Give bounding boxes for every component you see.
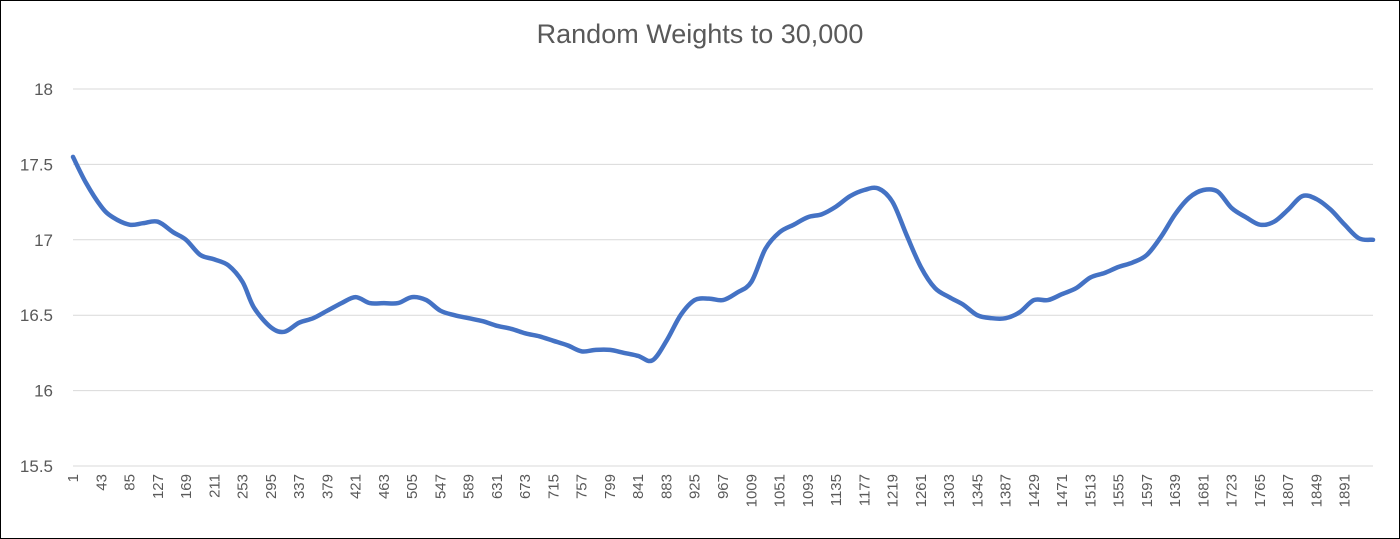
x-tick-label: 127 xyxy=(150,474,167,499)
x-tick-label: 211 xyxy=(206,474,223,498)
x-tick-label: 1513 xyxy=(1082,474,1099,507)
x-tick-label: 1849 xyxy=(1308,474,1325,507)
x-axis-ticks: 1 43 85 127 169 211 253 295 337 379 421 463 505 547 58… xyxy=(65,474,1354,507)
x-tick-label: 379 xyxy=(319,474,336,499)
y-tick-label: 16 xyxy=(34,382,53,401)
y-tick-label: 17.5 xyxy=(20,155,53,174)
x-tick-label: 757 xyxy=(574,474,591,499)
x-tick-label: 589 xyxy=(461,474,478,499)
chart-title: Random Weights to 30,000 xyxy=(536,19,864,49)
x-tick-label: 1639 xyxy=(1167,474,1184,507)
series-line xyxy=(70,154,1376,364)
y-tick-label: 17 xyxy=(34,231,53,250)
x-tick-label: 295 xyxy=(263,474,280,499)
x-tick-label: 925 xyxy=(687,474,704,499)
x-tick-label: 1093 xyxy=(800,474,817,507)
x-tick-label: 1681 xyxy=(1195,474,1212,507)
x-tick-label: 1723 xyxy=(1224,474,1241,507)
x-tick-label: 253 xyxy=(235,474,252,499)
x-tick-label: 1765 xyxy=(1252,474,1269,507)
x-tick-label: 505 xyxy=(404,474,421,499)
x-tick-label: 799 xyxy=(602,474,619,499)
x-tick-label: 1891 xyxy=(1337,474,1354,507)
x-tick-label: 883 xyxy=(658,474,675,499)
x-tick-label: 1009 xyxy=(743,474,760,507)
x-tick-label: 715 xyxy=(545,474,562,499)
x-tick-label: 1429 xyxy=(1026,474,1043,507)
x-tick-label: 85 xyxy=(122,474,139,491)
x-tick-label: 1555 xyxy=(1111,474,1128,507)
x-tick-label: 841 xyxy=(630,474,647,499)
x-tick-label: 1387 xyxy=(998,474,1015,507)
x-tick-label: 1177 xyxy=(856,474,873,506)
x-tick-label: 1807 xyxy=(1280,474,1297,507)
gridlines xyxy=(73,88,1373,467)
x-tick-label: 1597 xyxy=(1139,474,1156,507)
y-tick-label: 16.5 xyxy=(20,306,53,325)
x-tick-label: 1 xyxy=(65,474,82,482)
x-tick-label: 169 xyxy=(178,474,195,499)
x-tick-label: 1303 xyxy=(941,474,958,507)
y-axis-ticks: 15.5 16 16.5 17 17.5 18 xyxy=(20,80,53,476)
x-tick-label: 673 xyxy=(517,474,534,499)
x-tick-label: 1261 xyxy=(913,474,930,507)
x-tick-label: 421 xyxy=(348,474,365,499)
x-tick-label: 967 xyxy=(715,474,732,499)
series-layer xyxy=(70,154,1376,364)
x-tick-label: 463 xyxy=(376,474,393,499)
x-tick-label: 43 xyxy=(93,474,110,491)
x-tick-label: 1345 xyxy=(969,474,986,507)
y-tick-label: 18 xyxy=(34,80,53,99)
x-tick-label: 1471 xyxy=(1054,474,1071,507)
x-tick-label: 337 xyxy=(291,474,308,499)
x-tick-label: 1051 xyxy=(772,474,789,507)
x-tick-label: 547 xyxy=(432,474,449,499)
y-tick-label: 15.5 xyxy=(20,457,53,476)
x-tick-label: 631 xyxy=(489,474,506,499)
x-tick-label: 1219 xyxy=(885,474,902,507)
x-tick-label: 1135 xyxy=(828,474,845,506)
